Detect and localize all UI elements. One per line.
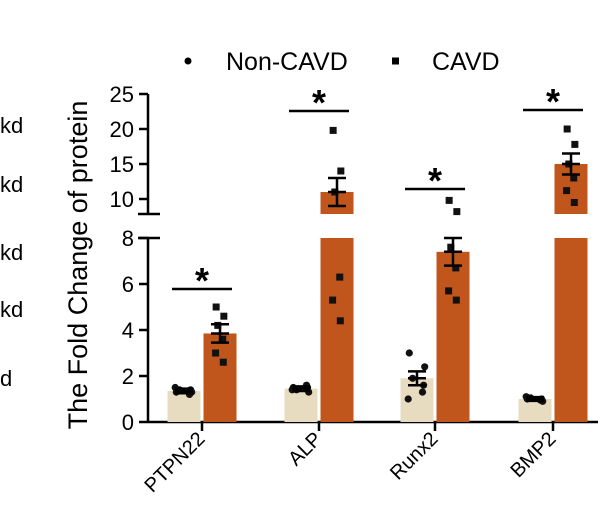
point-cavd [453, 208, 461, 216]
point-cavd [445, 287, 453, 295]
point-cavd [571, 140, 579, 148]
bar-cavd-alp-lower [320, 238, 354, 422]
point-cavd [329, 126, 337, 134]
y-tick-label: 25 [110, 82, 134, 107]
x-tick-label-bmp2: BMP2 [506, 428, 560, 482]
point-cavd [563, 125, 571, 133]
x-tick-label-runx2: Runx2 [386, 428, 442, 484]
y-tick-label: 0 [122, 410, 134, 435]
point-cavd [336, 317, 344, 325]
y-axis-label: The Fold Change of protein [63, 101, 93, 430]
legend-label-cavd: CAVD [432, 48, 500, 76]
y-tick-label: 8 [122, 226, 134, 251]
point-non-cavd [405, 349, 413, 357]
point-cavd [337, 167, 345, 175]
significance-asterisk: * [312, 82, 326, 123]
lane-label-fragment-2: kd [0, 172, 24, 197]
point-non-cavd [404, 395, 412, 403]
error-bars [175, 152, 580, 403]
significance-asterisk: * [195, 260, 209, 301]
point-cavd [452, 264, 460, 272]
point-cavd [212, 349, 220, 357]
y-tick-label: 4 [122, 318, 134, 343]
y-tick-label: 6 [122, 272, 134, 297]
legend: Non-CAVD CAVD [184, 48, 500, 76]
point-cavd [447, 243, 455, 251]
bar-cavd-ptpn22 [203, 333, 237, 422]
bar-cavd-bmp2-lower [554, 238, 588, 422]
bars [167, 164, 588, 422]
bar-cavd-runx2 [436, 251, 470, 422]
point-cavd [219, 358, 227, 366]
x-tick-labels: PTPN22 ALP Runx2 BMP2 [141, 428, 561, 497]
point-cavd [563, 187, 571, 195]
bar-non-cavd-bmp2 [518, 399, 552, 422]
point-cavd [570, 174, 578, 182]
significance-markers: * * * * [172, 81, 583, 301]
x-tick-label-ptpn22: PTPN22 [141, 428, 210, 497]
y-tick-label: 2 [122, 364, 134, 389]
y-tick-label: 15 [110, 152, 134, 177]
point-cavd [570, 199, 578, 206]
legend-marker-circle [184, 57, 192, 65]
bar-non-cavd-ptpn22 [167, 390, 201, 422]
lane-label-fragment-5: d [0, 366, 13, 391]
legend-marker-square [392, 57, 399, 65]
point-cavd [212, 303, 220, 311]
bar-non-cavd-alp [284, 388, 318, 422]
point-cavd [452, 296, 460, 304]
significance-asterisk: * [428, 160, 442, 201]
point-cavd [336, 273, 344, 281]
point-non-cavd [418, 388, 427, 396]
point-cavd [219, 335, 227, 343]
point-cavd [220, 312, 228, 320]
x-tick-label-alp: ALP [284, 428, 326, 470]
y-tick-label: 10 [110, 187, 134, 212]
lane-label-fragment-3: kd [0, 240, 24, 265]
y-tick-label: 20 [110, 117, 134, 142]
legend-label-non-cavd: Non-CAVD [226, 48, 348, 76]
point-cavd [329, 296, 337, 304]
lane-label-fragment-4: kd [0, 297, 24, 322]
axes: 0 2 4 6 8 10 15 20 25 [110, 82, 598, 435]
point-cavd [445, 196, 453, 204]
point-non-cavd [421, 363, 429, 371]
significance-asterisk: * [546, 81, 560, 122]
lane-label-fragment-1: kd [0, 113, 24, 138]
